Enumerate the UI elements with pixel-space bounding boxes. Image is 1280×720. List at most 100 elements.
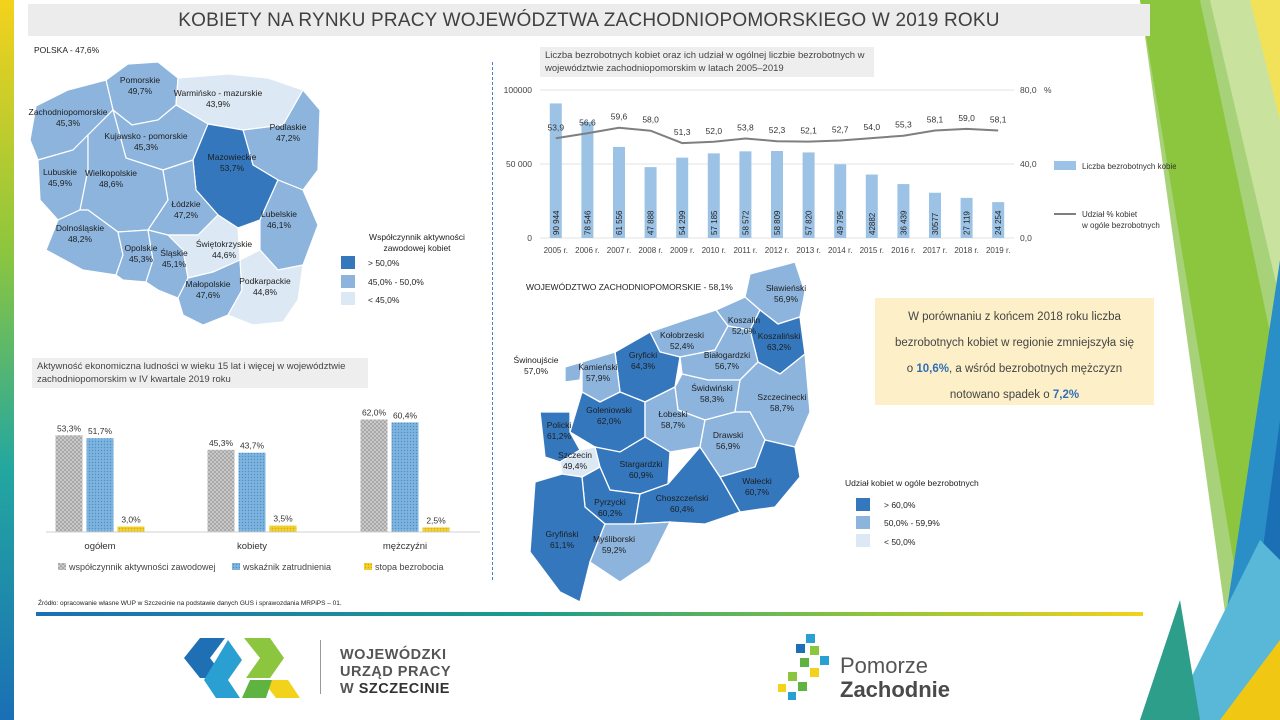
poland-legend-title: Współczynnik aktywności zawodowej kobiet — [369, 232, 465, 253]
map-label: Goleniowski 62,0% — [586, 405, 632, 426]
bar-value-label: 90 944 — [552, 210, 561, 235]
activity-bar-label: 62,0% — [362, 408, 387, 418]
legend-item: > 60,0% — [884, 500, 916, 510]
unemployment-chart: 90 944 78 546 61 556 47 888 54 299 57 185 58 5… — [504, 85, 1176, 255]
map-label: Wałecki 60,7% — [742, 476, 772, 497]
legend-item: 50,0% - 59,9% — [884, 518, 940, 528]
map-label: Policki 61,2% — [546, 420, 572, 441]
bar-value-label: 30577 — [931, 212, 940, 235]
vertical-separator — [492, 62, 493, 580]
wup-logo-icon — [184, 638, 300, 698]
map-label: Świnoujście 57,0% — [513, 355, 559, 376]
region-legend-title: Udział kobiet w ogóle bezrobotnych — [845, 478, 979, 488]
legend-label-bars: Liczba bezrobotnych kobiet — [1082, 162, 1176, 171]
info-line-2: bezrobotnych kobiet w regionie zmniejszy… — [894, 337, 1135, 349]
map-label: Mazowieckie 53,7% — [207, 152, 257, 173]
bar-unemployed-women — [707, 153, 720, 238]
map-label: Świdwiński 58,3% — [691, 383, 733, 404]
bar-value-label: 47 888 — [647, 210, 656, 235]
activity-bar-label: 2,5% — [426, 515, 446, 525]
map-label: Gryfiński 61,1% — [545, 529, 579, 550]
map-label: Dolnośląskie 48,2% — [55, 223, 105, 244]
bar-unemployed-women — [897, 184, 910, 238]
map-label: Pyrzycki 60,2% — [594, 497, 626, 518]
x-tick-label: 2014 r. — [828, 246, 852, 255]
line-value-label: 52,7 — [832, 125, 849, 135]
map-label: Wielkopolskie 48,6% — [85, 168, 137, 189]
line-value-label: 58,1 — [927, 115, 944, 125]
map-label: Łobeski 58,7% — [658, 409, 688, 430]
bar-unemployed-women — [771, 150, 783, 238]
bar-unemployed-women — [581, 121, 594, 238]
line-value-label: 56,6 — [579, 117, 596, 127]
activity-bar-label: 60,4% — [393, 410, 418, 420]
map-label: Stargardzki 60,9% — [619, 459, 663, 480]
activity-bar-label: 43,7% — [240, 441, 265, 451]
share-line — [555, 126, 999, 145]
activity-bar — [86, 438, 114, 532]
line-value-label: 54,0 — [864, 122, 881, 132]
pomorze-wordmark: Pomorze Zachodnie — [840, 653, 951, 702]
line-value-label: 52,1 — [800, 126, 817, 136]
bar-unemployed-women — [613, 146, 625, 238]
info-line-4: notowano spadek o 7,2% — [949, 389, 1080, 401]
bar-value-label: 24 254 — [994, 210, 1003, 235]
x-tick-label: 2005 r. — [544, 246, 568, 255]
region-podkarpackie — [227, 249, 304, 326]
pomorze-logo-icon — [778, 634, 829, 700]
legend-swatch-bars — [1054, 161, 1076, 170]
bar-unemployed-women — [644, 167, 657, 238]
info-line-3: o 10,6%, a wśród bezrobotnych mężczyzn — [906, 363, 1123, 375]
activity-bar-label: 3,0% — [121, 515, 141, 525]
map-label: Podlaskie 47,2% — [269, 122, 307, 143]
bar-unemployed-women — [929, 192, 941, 238]
poland-map — [29, 61, 321, 326]
activity-bar-label: 53,3% — [57, 423, 82, 433]
map-label: Szczecin 49,4% — [557, 450, 593, 471]
info-highlight-women: 10,6% — [916, 363, 949, 375]
line-value-label: 51,3 — [674, 127, 691, 137]
bar-value-label: 54 299 — [678, 210, 687, 235]
bar-unemployed-women — [802, 152, 815, 238]
map-label: Koszalin 52,0% — [727, 315, 761, 336]
right-axis-tick: 40,0 — [1020, 159, 1037, 169]
legend-item: 45,0% - 50,0% — [368, 277, 424, 287]
bar-unemployed-women — [960, 197, 973, 238]
legend-swatch-high — [856, 498, 870, 511]
activity-category-label: kobiety — [237, 541, 267, 552]
bar-value-label: 78 546 — [583, 210, 592, 235]
footer-separator — [320, 640, 321, 694]
map-label: Drawski 56,9% — [712, 430, 744, 451]
legend-swatch-mid — [856, 516, 870, 529]
info-box: W porównaniu z końcem 2018 roku liczba b… — [875, 298, 1154, 405]
unemployment-chart-title: Liczba bezrobotnych kobiet oraz ich udzi… — [540, 47, 874, 77]
title-bar: KOBIETY NA RYNKU PRACY WOJEWÓDZTWA ZACHO… — [28, 4, 1150, 36]
left-axis-tick: 50 000 — [506, 159, 532, 169]
right-decor-stripes — [1140, 0, 1280, 720]
powiat-swinoujscie — [564, 361, 583, 383]
line-value-label: 53,9 — [548, 122, 565, 132]
activity-legend-swatch — [58, 563, 66, 570]
map-label: Kołobrzeski 52,4% — [660, 330, 704, 351]
line-value-label: 59,0 — [958, 113, 975, 123]
map-label: Sławieński 56,9% — [765, 283, 807, 304]
activity-legend-label: stopa bezrobocia — [375, 562, 444, 572]
bar-value-label: 57 185 — [710, 210, 719, 235]
map-label: Myśliborski 59,2% — [592, 534, 636, 555]
legend-swatch-low — [856, 534, 870, 547]
activity-bar-label: 45,3% — [209, 438, 234, 448]
legend-swatch-low — [341, 292, 355, 305]
map-label: Pomorskie 49,7% — [119, 75, 161, 96]
map-label: Łódzkie 47,2% — [171, 199, 201, 220]
source-note: Źródło: opracowanie własne WUP w Szczeci… — [38, 600, 342, 607]
x-tick-label: 2012 r. — [765, 246, 789, 255]
activity-bar — [269, 525, 297, 532]
legend-label-line: Udział % kobiet w ogóle bezrobotnych — [1081, 210, 1160, 230]
map-label: Warmińsko - mazurskie 43,9% — [173, 88, 263, 109]
activity-legend-label: wskaźnik zatrudnienia — [242, 562, 331, 572]
map-label: Opolskie 45,3% — [124, 243, 158, 264]
poland-map-title: POLSKA - 47,6% — [34, 45, 100, 55]
bar-value-label: 27 119 — [963, 211, 972, 235]
powiat-walecki — [719, 439, 801, 513]
right-axis-unit: % — [1044, 85, 1052, 95]
